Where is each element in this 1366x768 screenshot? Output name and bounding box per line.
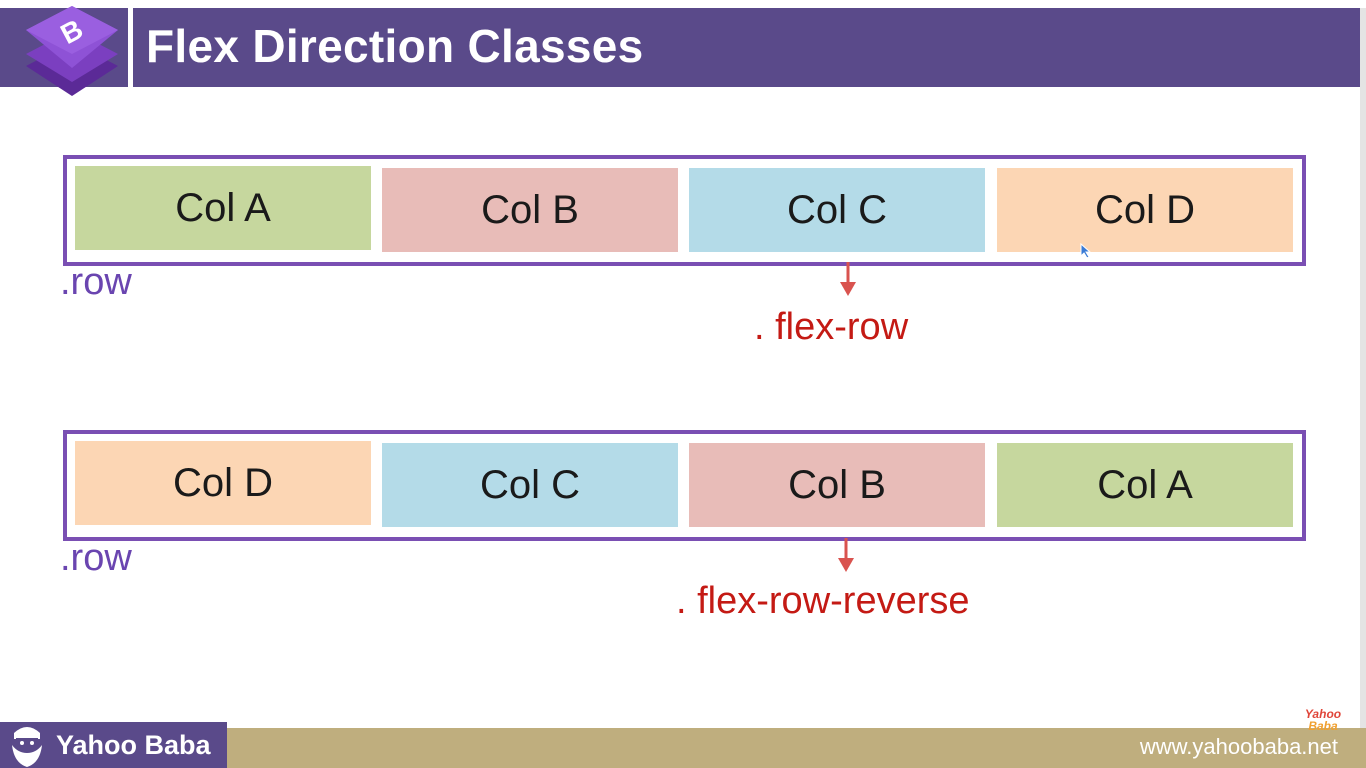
col-c-box: Col C [382, 443, 678, 527]
bearded-man-icon [12, 727, 42, 767]
bootstrap-logo-icon: B [26, 6, 118, 96]
page-title: Flex Direction Classes [146, 20, 644, 72]
col-a-box: Col A [75, 166, 371, 250]
col-a-box: Col A [997, 443, 1293, 527]
col-b-box: Col B [689, 443, 985, 527]
col-label: Col A [1097, 462, 1193, 507]
col-label: Col A [175, 185, 271, 230]
flex-class-label: . flex-row [754, 306, 909, 348]
down-arrow-icon [840, 262, 856, 296]
col-b-box: Col B [382, 168, 678, 252]
col-c-box: Col C [689, 168, 985, 252]
footer-bar [0, 728, 1366, 768]
flex-class-label: . flex-row-reverse [676, 580, 970, 622]
footer-brand: Yahoo Baba [0, 722, 227, 768]
mouse-cursor-icon [1080, 243, 1092, 259]
footer-brand-name: Yahoo Baba [56, 729, 211, 760]
right-edge [1360, 8, 1366, 728]
header-divider [128, 8, 133, 87]
col-label: Col B [481, 187, 579, 232]
badge-line: Yahoo [1304, 707, 1342, 721]
row-class-label: .row [60, 261, 132, 303]
col-label: Col C [479, 462, 581, 507]
header-bar [0, 8, 1366, 87]
col-label: Col D [1094, 187, 1196, 232]
col-label: Col C [786, 187, 888, 232]
row-container-2: Col D Col C Col B Col A [63, 430, 1306, 541]
footer-url: www.yahoobaba.net [1139, 734, 1338, 759]
down-arrow-icon [838, 538, 854, 572]
col-d-box: Col D [75, 441, 371, 525]
col-d-box: Col D [997, 168, 1293, 252]
row-class-label: .row [60, 537, 132, 579]
corner-logo: Yahoo Baba [1300, 708, 1346, 732]
col-label: Col B [788, 462, 886, 507]
row-container-1: Col A Col B Col C Col D [63, 155, 1306, 266]
badge-line: Baba [1308, 719, 1338, 733]
col-label: Col D [172, 460, 274, 505]
